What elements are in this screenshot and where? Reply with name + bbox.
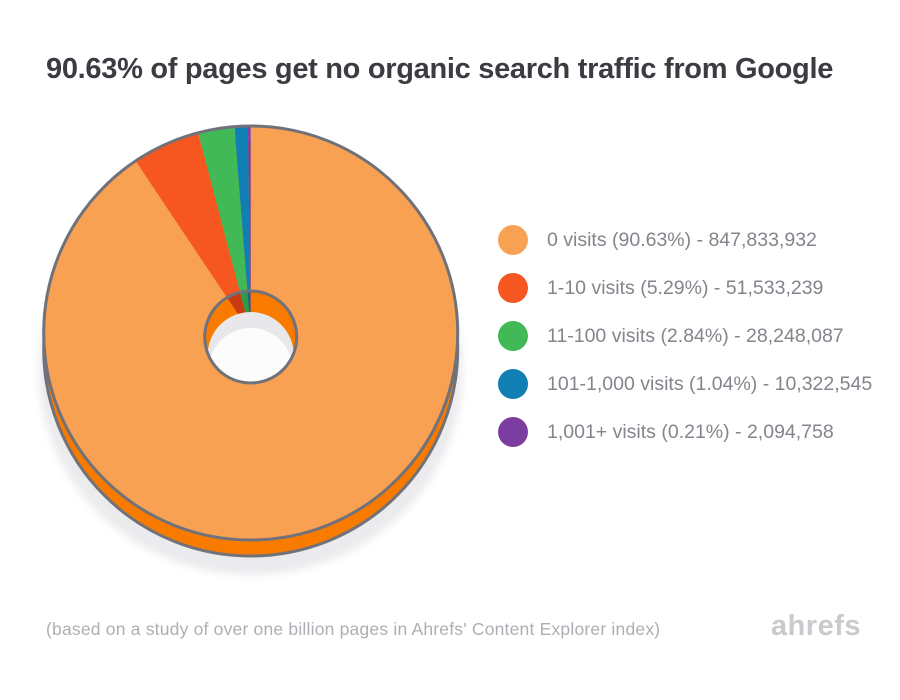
legend-swatch [498, 321, 528, 351]
legend-label: 11-100 visits (2.84%) - 28,248,087 [547, 324, 844, 347]
legend: 0 visits (90.63%) - 847,833,932 1-10 visi… [498, 225, 872, 465]
source-note: (based on a study of over one billion pa… [46, 619, 661, 639]
legend-swatch [498, 417, 528, 447]
legend-swatch [498, 273, 528, 303]
ahrefs-logo: ahrefs [770, 610, 861, 642]
legend-item: 101-1,000 visits (1.04%) - 10,322,545 [498, 369, 872, 399]
legend-swatch [498, 225, 528, 255]
page-title: 90.63% of pages get no organic search tr… [46, 53, 834, 85]
legend-label: 101-1,000 visits (1.04%) - 10,322,545 [547, 372, 873, 395]
legend-item: 0 visits (90.63%) - 847,833,932 [498, 225, 872, 255]
legend-item: 1-10 visits (5.29%) - 51,533,239 [498, 273, 872, 303]
legend-item: 1,001+ visits (0.21%) - 2,094,758 [498, 417, 872, 447]
legend-label: 1,001+ visits (0.21%) - 2,094,758 [547, 420, 834, 443]
legend-swatch [498, 369, 528, 399]
legend-label: 1-10 visits (5.29%) - 51,533,239 [547, 276, 824, 299]
legend-label: 0 visits (90.63%) - 847,833,932 [547, 228, 817, 251]
legend-item: 11-100 visits (2.84%) - 28,248,087 [498, 321, 872, 351]
